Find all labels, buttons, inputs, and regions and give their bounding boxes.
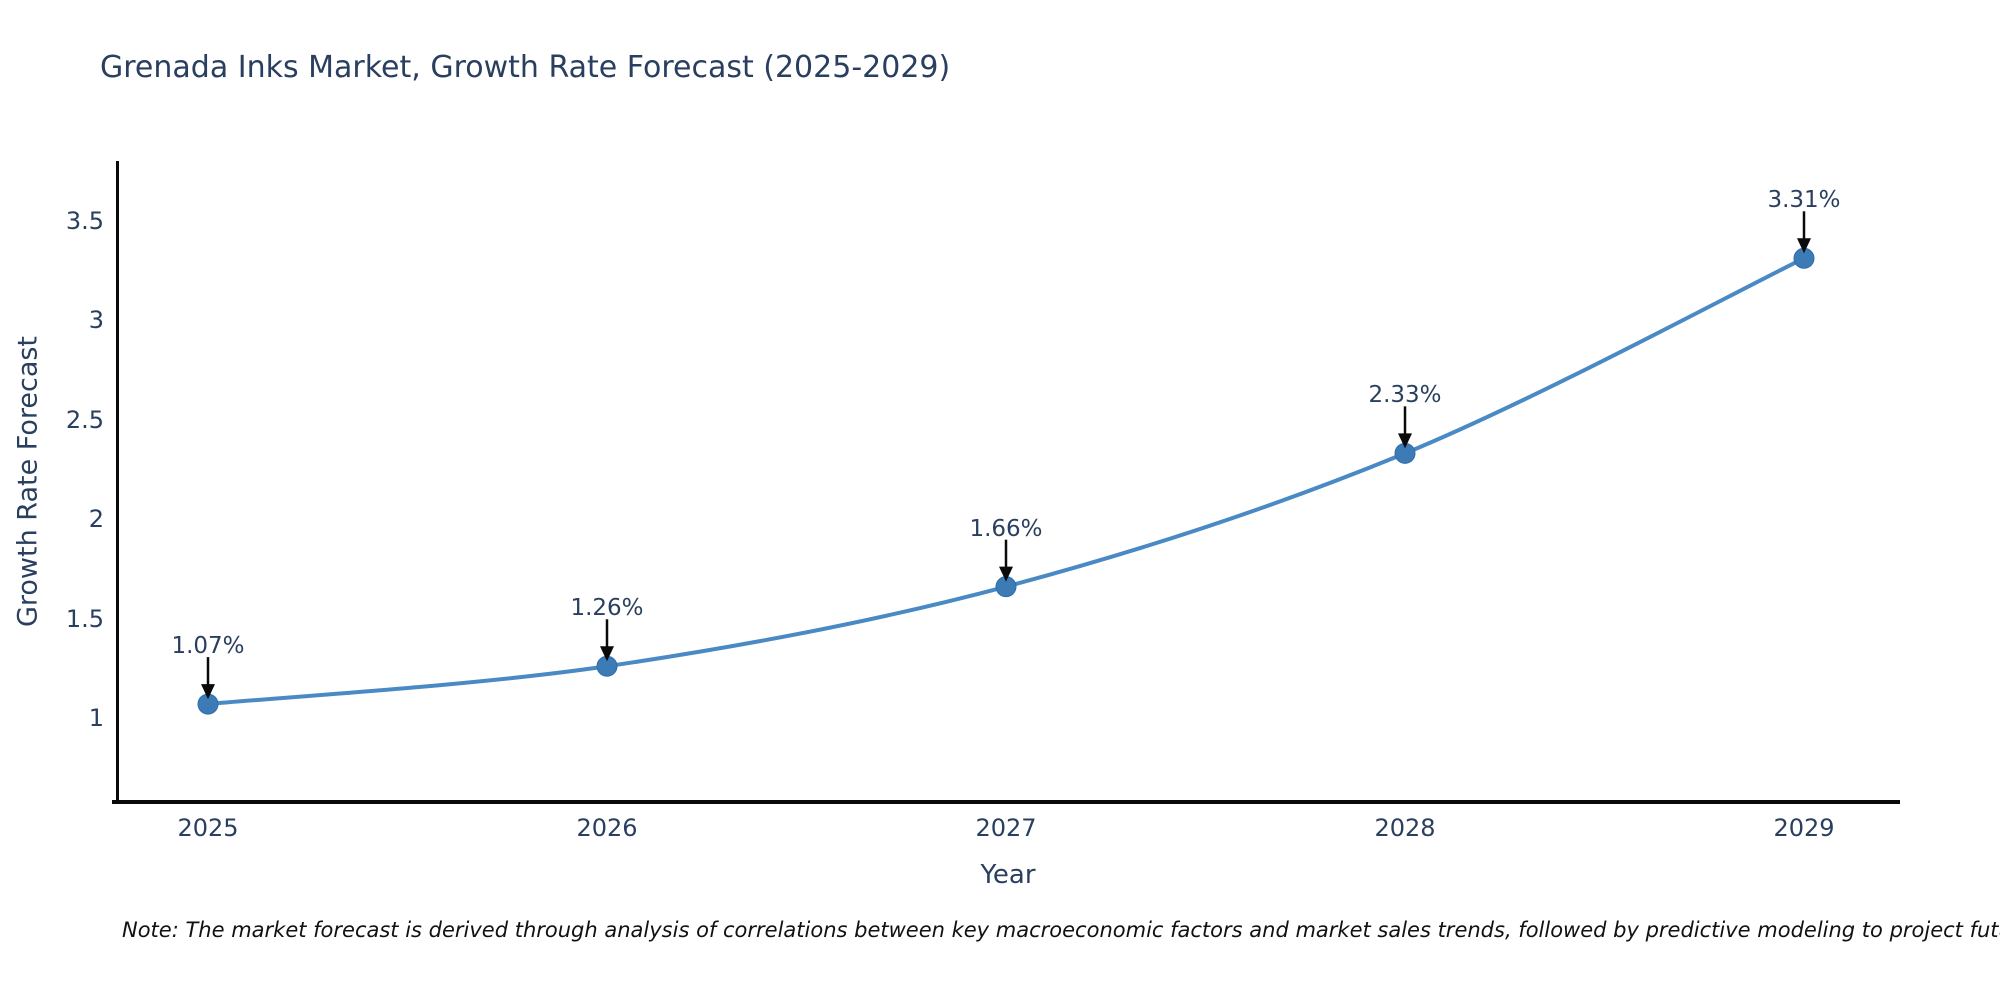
annotation-label-2029: 3.31% bbox=[1767, 187, 1841, 214]
chart-title: Grenada Inks Market, Growth Rate Forecas… bbox=[100, 50, 951, 85]
y-tick-2.5: 2.5 bbox=[65, 405, 104, 434]
x-tick-2029: 2029 bbox=[1773, 814, 1835, 842]
annotation-arrow-head bbox=[1398, 433, 1412, 449]
y-tick-1.5: 1.5 bbox=[65, 604, 104, 633]
x-tick-2026: 2026 bbox=[576, 814, 638, 842]
annotation-label-2028: 2.33% bbox=[1368, 382, 1442, 409]
forecast-line bbox=[206, 256, 1806, 707]
y-tick-3.5: 3.5 bbox=[65, 206, 104, 235]
x-tick-2028: 2028 bbox=[1374, 814, 1436, 842]
x-axis-title: Year bbox=[980, 860, 1036, 890]
annotation-label-2027: 1.66% bbox=[969, 515, 1043, 542]
x-tick-2027: 2027 bbox=[975, 814, 1037, 842]
footnote: Note: The market forecast is derived thr… bbox=[122, 918, 2000, 942]
annotation-arrow-head bbox=[1797, 238, 1811, 254]
annotation-label-2025: 1.07% bbox=[171, 633, 245, 660]
annotation-arrow-head bbox=[600, 646, 614, 662]
x-tick-2025: 2025 bbox=[177, 814, 239, 842]
annotation-arrow-head bbox=[999, 566, 1013, 582]
annotation-label-2026: 1.26% bbox=[570, 595, 644, 622]
y-tick-1: 1 bbox=[88, 704, 104, 732]
y-tick-3: 3 bbox=[88, 306, 104, 334]
y-tick-2: 2 bbox=[88, 505, 104, 533]
annotation-arrow-head bbox=[201, 684, 215, 700]
